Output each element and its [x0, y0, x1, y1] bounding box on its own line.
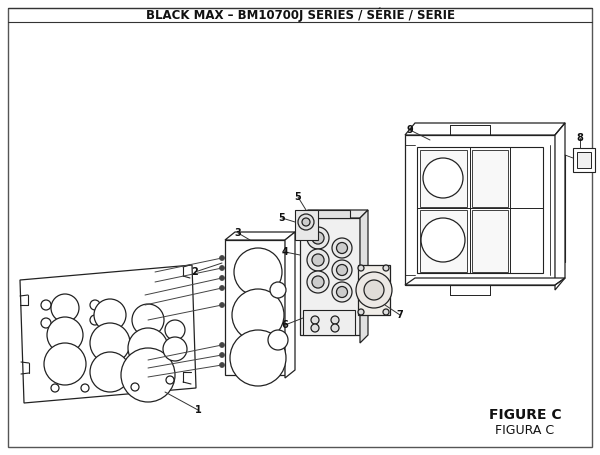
Circle shape: [307, 249, 329, 271]
Circle shape: [132, 304, 164, 336]
Circle shape: [307, 227, 329, 249]
Polygon shape: [577, 152, 591, 168]
Text: BLACK MAX – BM10700J SERIES / SÉRIE / SERIE: BLACK MAX – BM10700J SERIES / SÉRIE / SE…: [146, 8, 455, 22]
Polygon shape: [20, 265, 196, 403]
Polygon shape: [285, 232, 295, 378]
Circle shape: [220, 256, 224, 261]
Circle shape: [90, 315, 100, 325]
Polygon shape: [472, 150, 508, 207]
Polygon shape: [555, 123, 565, 290]
Polygon shape: [417, 147, 543, 273]
Text: 7: 7: [397, 310, 403, 320]
Circle shape: [421, 218, 465, 262]
Polygon shape: [405, 135, 555, 285]
Circle shape: [220, 275, 224, 280]
Circle shape: [364, 280, 384, 300]
Circle shape: [270, 282, 286, 298]
Circle shape: [41, 318, 51, 328]
Circle shape: [51, 294, 79, 322]
Polygon shape: [405, 278, 565, 285]
Polygon shape: [8, 8, 592, 447]
Polygon shape: [300, 210, 368, 218]
Polygon shape: [303, 310, 355, 335]
Circle shape: [166, 376, 174, 384]
Polygon shape: [225, 240, 285, 375]
Circle shape: [81, 384, 89, 392]
Circle shape: [268, 330, 288, 350]
Polygon shape: [358, 265, 390, 315]
Circle shape: [128, 328, 168, 368]
Polygon shape: [300, 218, 360, 335]
Polygon shape: [405, 123, 565, 135]
Circle shape: [220, 285, 224, 290]
Circle shape: [312, 276, 324, 288]
Circle shape: [44, 343, 86, 385]
Text: 9: 9: [407, 125, 413, 135]
Circle shape: [332, 238, 352, 258]
Circle shape: [383, 309, 389, 315]
Circle shape: [232, 289, 284, 341]
Circle shape: [337, 287, 347, 298]
Circle shape: [220, 266, 224, 271]
Circle shape: [220, 343, 224, 348]
Circle shape: [220, 353, 224, 358]
Circle shape: [383, 265, 389, 271]
Circle shape: [332, 260, 352, 280]
Circle shape: [90, 352, 130, 392]
Circle shape: [298, 214, 314, 230]
Circle shape: [423, 158, 463, 198]
Circle shape: [230, 330, 286, 386]
Circle shape: [337, 264, 347, 275]
Circle shape: [94, 299, 126, 331]
Text: 2: 2: [191, 267, 199, 277]
Circle shape: [331, 316, 339, 324]
Circle shape: [302, 218, 310, 226]
Polygon shape: [420, 150, 467, 207]
Circle shape: [163, 337, 187, 361]
Circle shape: [90, 323, 130, 363]
Circle shape: [331, 324, 339, 332]
Polygon shape: [225, 232, 295, 240]
Polygon shape: [303, 210, 350, 218]
Text: 1: 1: [194, 405, 202, 415]
Text: 8: 8: [577, 133, 583, 143]
Polygon shape: [573, 148, 595, 172]
Text: 6: 6: [281, 320, 289, 330]
Circle shape: [121, 348, 175, 402]
Circle shape: [358, 309, 364, 315]
Circle shape: [312, 254, 324, 266]
Circle shape: [131, 383, 139, 391]
Circle shape: [234, 248, 282, 296]
Circle shape: [51, 384, 59, 392]
Polygon shape: [295, 210, 318, 240]
Text: FIGURE C: FIGURE C: [488, 408, 562, 422]
Circle shape: [337, 243, 347, 253]
Circle shape: [41, 300, 51, 310]
Circle shape: [311, 324, 319, 332]
Circle shape: [356, 272, 392, 308]
Circle shape: [332, 282, 352, 302]
Text: 3: 3: [235, 228, 241, 238]
Polygon shape: [472, 210, 508, 272]
Text: 5: 5: [278, 213, 286, 223]
Circle shape: [312, 232, 324, 244]
Circle shape: [358, 265, 364, 271]
Circle shape: [165, 320, 185, 340]
Circle shape: [47, 317, 83, 353]
Circle shape: [220, 363, 224, 368]
Circle shape: [311, 316, 319, 324]
Text: 4: 4: [281, 247, 289, 257]
Circle shape: [220, 303, 224, 308]
Polygon shape: [360, 210, 368, 343]
Polygon shape: [420, 210, 467, 272]
Text: 5: 5: [295, 192, 301, 202]
Circle shape: [90, 300, 100, 310]
Circle shape: [307, 271, 329, 293]
Text: FIGURA C: FIGURA C: [496, 424, 554, 436]
